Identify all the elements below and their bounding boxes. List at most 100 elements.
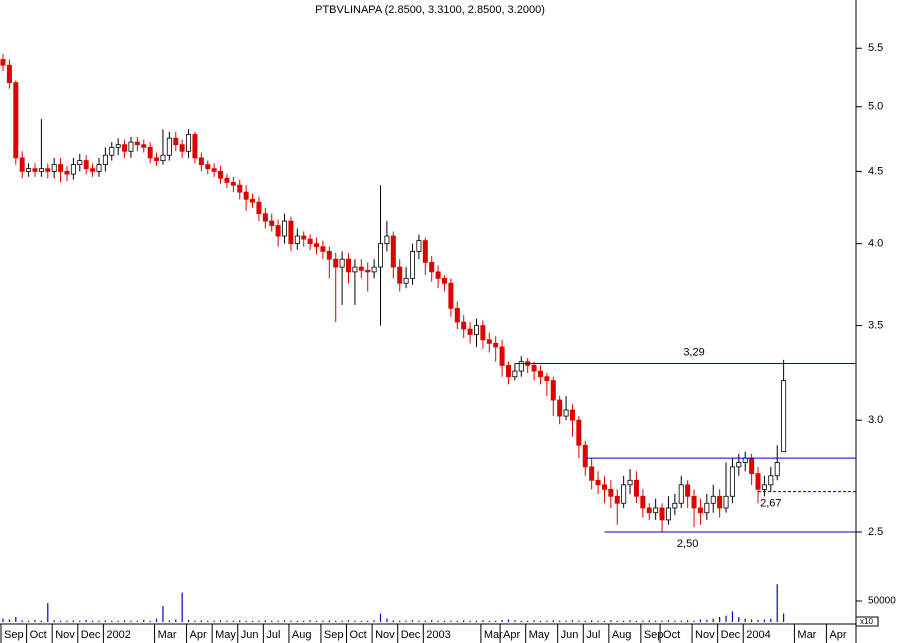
candle-body: [633, 479, 639, 497]
y-tick-label: 5.0: [868, 101, 883, 113]
x-tick-label: Jul: [266, 629, 280, 641]
candle-body: [77, 160, 83, 166]
candle-body: [717, 495, 723, 509]
candle-body: [557, 399, 563, 417]
candle-body: [537, 370, 543, 378]
candle-body: [198, 157, 204, 166]
candle-body: [96, 164, 102, 172]
candle-body: [621, 484, 627, 504]
candle-body: [224, 177, 230, 183]
candle-body: [346, 258, 352, 273]
candle-body: [608, 488, 614, 497]
candle-body: [262, 213, 268, 222]
candle-body: [179, 144, 185, 152]
candle-body: [461, 321, 467, 330]
candle-body: [288, 220, 294, 245]
candle-body: [90, 168, 96, 172]
candle-body: [704, 502, 710, 514]
candle-body: [70, 164, 76, 175]
candle-body: [326, 250, 332, 260]
candle-body: [576, 419, 582, 446]
candle-body: [665, 507, 671, 521]
candle-body: [38, 168, 44, 172]
x-tick-label: Nov: [375, 629, 395, 641]
candle-body: [761, 484, 767, 490]
x-tick-label: Sep: [324, 629, 344, 641]
candle-body: [51, 164, 57, 172]
candle-body: [755, 473, 761, 490]
candle-body: [742, 457, 748, 463]
candle-body: [429, 261, 435, 273]
candle-body: [729, 466, 735, 497]
candle-body: [141, 144, 147, 148]
x-tick-label: Mar: [484, 629, 503, 641]
candle-body: [352, 266, 358, 273]
scale-box: [855, 616, 879, 627]
candle-body: [154, 157, 160, 161]
x-tick-label: Jul: [586, 629, 600, 641]
candle-body: [435, 271, 441, 279]
level-label: 2,50: [677, 538, 698, 550]
candle-body: [416, 240, 422, 252]
candle-body: [563, 409, 569, 417]
candle-body: [627, 479, 633, 486]
x-tick-label: Dec: [721, 629, 741, 641]
level-label: 2,67: [760, 498, 781, 510]
candle-body: [282, 220, 288, 237]
candle-body: [371, 266, 377, 273]
y2-tick-label: 50000: [868, 596, 896, 607]
candle-body: [218, 170, 224, 179]
candle-body: [499, 346, 505, 366]
volume-scale-label: x10: [860, 617, 873, 626]
x-tick-label: Aug: [612, 629, 632, 641]
candle-body: [768, 475, 774, 486]
candle-body: [102, 154, 108, 166]
x-tick-label: Sep: [644, 629, 664, 641]
candle-body: [64, 170, 70, 175]
candle-body: [397, 266, 403, 284]
candle-body: [653, 507, 659, 514]
candle-body: [358, 266, 364, 271]
candle-body: [659, 507, 665, 521]
y-tick-label: 3.0: [868, 414, 883, 426]
candle-body: [410, 250, 416, 279]
candle-body: [243, 191, 249, 200]
candle-body: [480, 325, 486, 341]
candle-body: [32, 168, 38, 172]
candle-body: [301, 235, 307, 240]
x-tick-label: 2004: [746, 629, 770, 641]
x-tick-label: May: [215, 629, 236, 641]
candle-body: [122, 144, 128, 152]
y-tick-label: 4.0: [868, 238, 883, 250]
candle-body: [83, 160, 89, 170]
candle-body: [512, 370, 518, 378]
candle-body: [531, 365, 537, 372]
candle-body: [448, 282, 454, 309]
candle-body: [211, 168, 217, 172]
candle-body: [19, 157, 25, 172]
candle-body: [115, 144, 121, 148]
candle-body: [0, 59, 6, 66]
candle-body: [582, 444, 588, 468]
candle-body: [595, 479, 601, 486]
x-tick-label: Nov: [695, 629, 715, 641]
candle-body: [307, 238, 313, 245]
candle-body: [134, 141, 140, 146]
x-tick-label: Oct: [350, 629, 367, 641]
candle-body: [173, 137, 179, 146]
candle-body: [518, 361, 524, 372]
candle-body: [467, 328, 473, 335]
candle-body: [569, 409, 575, 421]
candle-body: [166, 137, 172, 156]
candle-body: [473, 325, 479, 335]
candle-body: [403, 277, 409, 284]
candle-body: [774, 462, 780, 477]
candle-body: [384, 235, 390, 245]
candle-body: [320, 246, 326, 252]
candle-body: [13, 82, 19, 159]
x-tick-label: Dec: [401, 629, 421, 641]
candle-body: [205, 164, 211, 170]
x-tick-label: Apr: [190, 629, 207, 641]
candle-body: [640, 495, 646, 509]
y-tick-label: 5.5: [868, 42, 883, 54]
